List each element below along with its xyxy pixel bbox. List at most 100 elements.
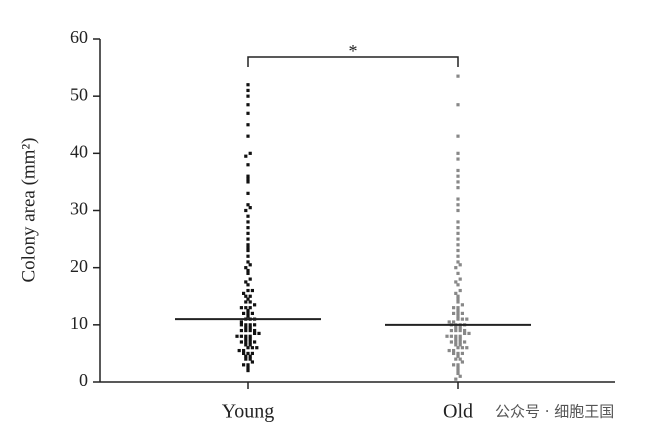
dot [458, 326, 462, 330]
dot [246, 271, 250, 275]
dot [248, 354, 252, 358]
dot [246, 254, 250, 258]
dot [248, 277, 252, 281]
dot [246, 297, 250, 301]
dot [456, 371, 460, 376]
dot [246, 214, 250, 218]
dot [239, 340, 243, 344]
dot [253, 340, 257, 344]
dot [454, 340, 458, 344]
dot [458, 357, 462, 361]
dot [246, 203, 250, 207]
dot [246, 268, 250, 273]
y-axis-label: Colony area (mm²) [18, 138, 39, 283]
dot [253, 303, 257, 307]
dot [456, 208, 460, 213]
dot [253, 328, 257, 333]
dot [449, 334, 453, 338]
dot [458, 374, 462, 378]
dot [454, 280, 458, 284]
dot [239, 306, 243, 310]
dot [456, 151, 460, 155]
dot [248, 263, 252, 267]
dot [458, 340, 462, 344]
dot [246, 346, 250, 350]
significance-bracket [247, 56, 459, 67]
dot [244, 323, 248, 327]
dot [449, 328, 453, 333]
dot [454, 377, 458, 381]
dot [467, 331, 471, 336]
dot [248, 340, 252, 344]
dot [447, 348, 451, 353]
dot [253, 323, 257, 327]
dot [454, 328, 458, 333]
dot [458, 328, 462, 333]
dot [246, 163, 250, 167]
dot [246, 246, 250, 250]
dot [465, 346, 469, 350]
dot [244, 337, 248, 341]
dot [456, 346, 460, 350]
dot [242, 311, 246, 315]
dot [456, 308, 460, 313]
dot [246, 237, 250, 241]
dot [463, 340, 467, 344]
dot [456, 174, 460, 178]
dot [456, 248, 460, 253]
dot [242, 363, 246, 367]
dot [246, 191, 250, 195]
dot [246, 88, 250, 93]
dot [458, 337, 462, 341]
dot [248, 326, 252, 330]
dot [248, 328, 252, 333]
dot [244, 354, 248, 358]
x-tick-label: Old [443, 401, 473, 423]
dot [458, 343, 462, 347]
dot [460, 303, 464, 307]
dot [242, 351, 246, 356]
dot [456, 366, 460, 370]
dot [456, 180, 460, 184]
dot [456, 157, 460, 161]
dot [244, 357, 248, 361]
dot [460, 360, 464, 364]
dot [246, 260, 250, 264]
dot [248, 323, 252, 327]
dot [456, 103, 460, 107]
dot [449, 340, 453, 344]
dot [246, 351, 250, 356]
dot [463, 331, 467, 336]
dot [456, 297, 460, 301]
dot [454, 334, 458, 338]
dot [246, 94, 250, 98]
dot [246, 83, 250, 87]
dot [456, 203, 460, 207]
dot [239, 323, 243, 327]
dot [244, 300, 248, 304]
dot [456, 243, 460, 247]
dot [237, 348, 241, 353]
dot [246, 283, 250, 287]
y-tick-label: 0 [79, 370, 88, 390]
dot [239, 334, 243, 338]
dot [454, 343, 458, 347]
dot [456, 294, 460, 298]
dot [452, 348, 456, 353]
dot [452, 311, 456, 315]
x-tick-label: Young [222, 401, 274, 423]
dot [246, 311, 250, 315]
y-tick-label: 20 [70, 256, 88, 276]
dot [456, 283, 460, 287]
dot [445, 334, 449, 338]
dot [456, 354, 460, 358]
dot [242, 291, 246, 295]
dot [452, 320, 456, 324]
dot [244, 208, 248, 213]
dot [246, 314, 250, 318]
dot [460, 346, 464, 350]
dot [460, 317, 464, 321]
dot [456, 231, 460, 235]
dot [246, 243, 250, 247]
dot [255, 346, 259, 350]
